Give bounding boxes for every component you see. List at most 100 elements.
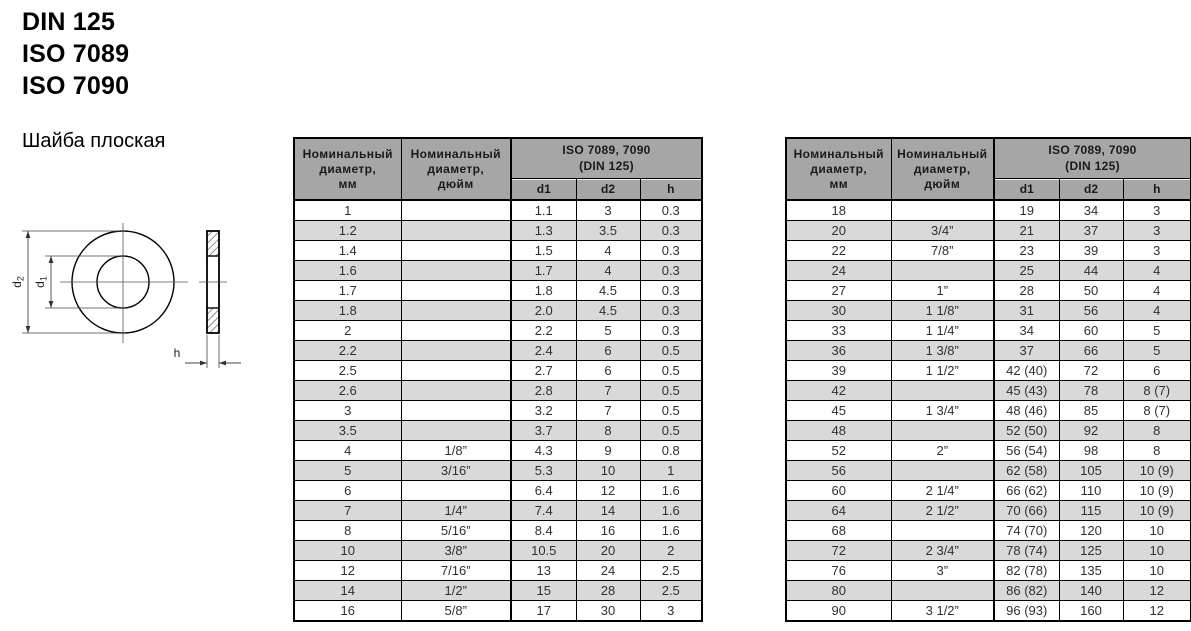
table-cell: 160 [1058, 600, 1124, 622]
table-cell: 45 (43) [993, 380, 1060, 401]
table-cell: 5 [575, 320, 641, 341]
table-cell: 1 [293, 199, 402, 221]
table-row: 1.6 1.7 4 0.3 [293, 260, 703, 281]
table-cell: 3.7 [510, 420, 577, 441]
table-row: 24 25 44 4 [785, 260, 1191, 281]
table-cell: 3/4” [890, 220, 995, 241]
table-cell: 24 [575, 560, 641, 581]
table-cell: 1 3/4” [890, 400, 995, 421]
table-cell [400, 240, 512, 261]
column-header-nominal-diameter-mm: Номинальный диаметр, мм [293, 137, 402, 201]
table-cell: 98 [1058, 440, 1124, 461]
svg-text:d1: d1 [33, 276, 49, 288]
table-cell: 0.3 [639, 199, 703, 221]
table-cell: 4 [1122, 280, 1191, 301]
table-cell: 72 [1058, 360, 1124, 381]
table-cell: 24 [785, 260, 892, 281]
table-cell: 10.5 [510, 540, 577, 561]
table-cell: 0.3 [639, 300, 703, 321]
table-row: 6 6.4 12 1.6 [293, 480, 703, 501]
table-cell: 2.2 [293, 340, 402, 361]
table-cell: 78 [1058, 380, 1124, 401]
table-cell: 48 [785, 420, 892, 441]
table-cell: 8.4 [510, 520, 577, 541]
table-cell: 1.6 [293, 260, 402, 281]
table-cell: 0.3 [639, 220, 703, 241]
table-cell: 10 [1122, 560, 1191, 581]
table-cell: 5 [293, 460, 402, 481]
table-body-small-sizes: 1 1.1 3 0.3 1.2 1.3 3.5 0.3 1.4 1.5 4 0.3 1.6 1.7 4 0.3… [293, 199, 703, 622]
table-cell: 56 [1058, 300, 1124, 321]
table-header: Номинальный диаметр, мм Номинальный диам… [293, 137, 703, 201]
table-cell: 3 [639, 600, 703, 622]
table-cell: 52 [785, 440, 892, 461]
table-cell: 90 [785, 600, 892, 622]
table-cell: 8 [575, 420, 641, 441]
table-cell: 6 [293, 480, 402, 501]
table-cell: 30 [785, 300, 892, 321]
table-cell: 5 [1122, 320, 1191, 341]
table-row: 33 1 1/4” 34 60 5 [785, 320, 1191, 341]
table-cell: 42 (40) [993, 360, 1060, 381]
table-cell: 28 [993, 280, 1060, 301]
table-row: 7 1/4” 7.4 14 1.6 [293, 500, 703, 521]
table-cell: 3 [1122, 199, 1191, 221]
table-cell: 36 [785, 340, 892, 361]
table-cell: 5/8” [400, 600, 512, 622]
table-cell: 10 [1122, 540, 1191, 561]
washer-drawing-svg: d2 d1 [10, 223, 241, 368]
table-row: 45 1 3/4” 48 (46) 85 8 (7) [785, 400, 1191, 421]
table-row: 3.5 3.7 8 0.5 [293, 420, 703, 441]
table-cell: 25 [993, 260, 1060, 281]
table-cell: 6.4 [510, 480, 577, 501]
table-cell: 52 (50) [993, 420, 1060, 441]
dimension-h: h [174, 335, 241, 368]
table-cell: 1.8 [293, 300, 402, 321]
table-row: 5 3/16” 5.3 10 1 [293, 460, 703, 481]
column-header-d1: d1 [510, 177, 577, 201]
table-row: 14 1/2” 15 28 2.5 [293, 580, 703, 601]
table-cell [400, 199, 512, 221]
table-cell: 31 [993, 300, 1060, 321]
table-cell: 72 [785, 540, 892, 561]
table-row: 48 52 (50) 92 8 [785, 420, 1191, 441]
table-cell: 44 [1058, 260, 1124, 281]
table-cell: 0.3 [639, 260, 703, 281]
table-cell: 12 [1122, 580, 1191, 601]
washer-technical-drawing: d2 d1 [8, 216, 258, 381]
table-cell: 28 [575, 580, 641, 601]
table-cell: 37 [1058, 220, 1124, 241]
table-cell [400, 280, 512, 301]
table-cell: 34 [1058, 199, 1124, 221]
table-cell [400, 300, 512, 321]
table-cell [890, 460, 995, 481]
table-cell: 34 [993, 320, 1060, 341]
d2-label: d [10, 281, 24, 288]
table-cell: 135 [1058, 560, 1124, 581]
table-cell: 3 [1122, 220, 1191, 241]
table-cell: 14 [293, 580, 402, 601]
table-row: 3 3.2 7 0.5 [293, 400, 703, 421]
table-cell: 1 1/4” [890, 320, 995, 341]
table-row: 76 3” 82 (78) 135 10 [785, 560, 1191, 581]
table-cell: 80 [785, 580, 892, 601]
table-cell: 2.4 [510, 340, 577, 361]
table-cell: 4 [575, 260, 641, 281]
table-cell: 3/8” [400, 540, 512, 561]
table-cell [890, 420, 995, 441]
column-header-nominal-diameter-inch: Номинальный диаметр, дюйм [890, 137, 995, 201]
table-cell: 1.7 [510, 260, 577, 281]
table-cell: 2.7 [510, 360, 577, 381]
table-cell: 0.5 [639, 360, 703, 381]
table-cell: 2 [293, 320, 402, 341]
table-cell: 10 (9) [1122, 480, 1191, 501]
table-cell: 4 [1122, 260, 1191, 281]
table-row: 60 2 1/4” 66 (62) 110 10 (9) [785, 480, 1191, 501]
table-cell: 0.5 [639, 420, 703, 441]
column-header-nominal-diameter-inch: Номинальный диаметр, дюйм [400, 137, 512, 201]
table-cell: 74 (70) [993, 520, 1060, 541]
table-cell: 64 [785, 500, 892, 521]
table-row: 27 1” 28 50 4 [785, 280, 1191, 301]
table-cell: 15 [510, 580, 577, 601]
table-cell: 3” [890, 560, 995, 581]
